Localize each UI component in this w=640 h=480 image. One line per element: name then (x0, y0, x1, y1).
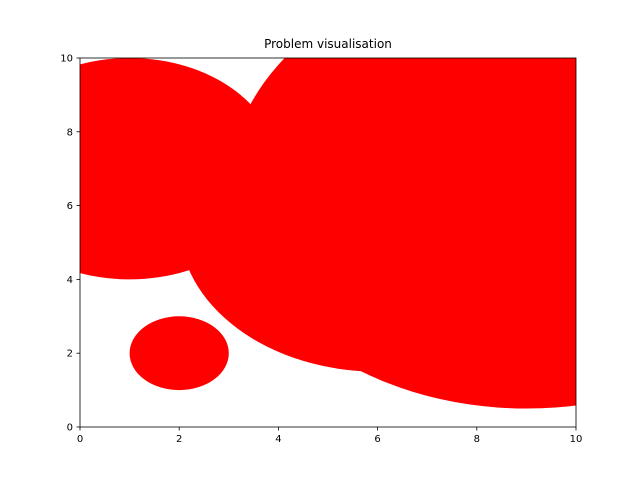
y-tick-label: 10 (60, 54, 73, 65)
x-tick-label: 8 (474, 434, 480, 445)
chart-title: Problem visualisation (264, 37, 392, 51)
circle-2 (129, 316, 229, 391)
x-tick-label: 6 (374, 434, 380, 445)
circles-layer (80, 58, 576, 409)
y-tick-label: 2 (67, 349, 73, 360)
y-tick-label: 6 (67, 201, 73, 212)
plot-frame (79, 57, 577, 428)
y-tick-label: 4 (67, 275, 73, 286)
x-tick-label: 10 (570, 434, 583, 445)
x-tick-label: 0 (77, 434, 83, 445)
y-tick-label: 0 (67, 423, 73, 434)
y-tick-label: 8 (67, 127, 73, 138)
axes-layer: 0 2 4 6 8 10 0 2 4 6 8 10 (60, 54, 582, 446)
circle-4 (228, 58, 576, 409)
x-tick-label: 4 (275, 434, 281, 445)
x-tick-label: 2 (176, 434, 182, 445)
